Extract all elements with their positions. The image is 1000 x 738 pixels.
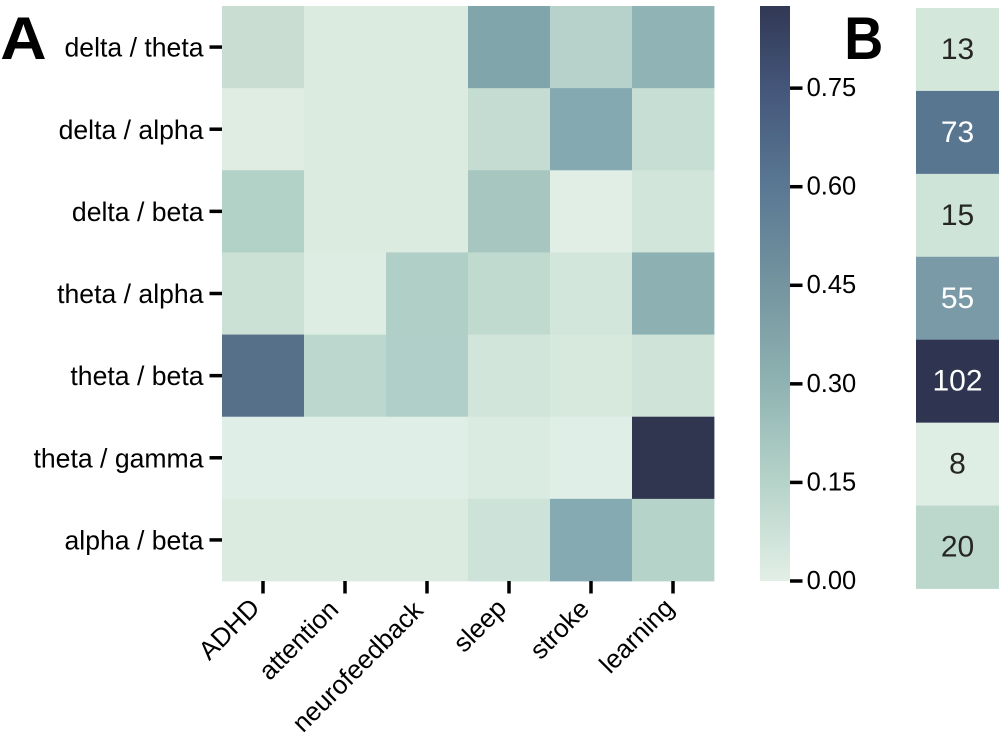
svg-text:B: B — [844, 5, 883, 72]
svg-text:A: A — [0, 6, 46, 73]
svg-text:delta / theta: delta / theta — [65, 33, 204, 63]
svg-text:0.15: 0.15 — [807, 468, 857, 496]
svg-text:15: 15 — [941, 199, 974, 232]
svg-text:102: 102 — [932, 365, 982, 398]
svg-text:theta / alpha: theta / alpha — [57, 279, 204, 309]
svg-text:delta / alpha: delta / alpha — [59, 115, 204, 145]
svg-text:theta / gamma: theta / gamma — [34, 443, 204, 473]
svg-text:0.60: 0.60 — [807, 173, 857, 201]
svg-text:8: 8 — [949, 448, 966, 481]
svg-text:delta / beta: delta / beta — [72, 197, 204, 227]
svg-text:alpha / beta: alpha / beta — [65, 526, 204, 556]
svg-text:13: 13 — [941, 33, 974, 66]
svg-text:theta / beta: theta / beta — [70, 361, 203, 391]
svg-text:0.30: 0.30 — [807, 370, 857, 398]
svg-text:0.75: 0.75 — [807, 74, 857, 102]
svg-text:0.00: 0.00 — [807, 567, 857, 595]
svg-text:55: 55 — [941, 282, 974, 315]
svg-text:0.45: 0.45 — [807, 271, 857, 299]
svg-text:73: 73 — [941, 116, 974, 149]
svg-text:20: 20 — [941, 531, 974, 564]
